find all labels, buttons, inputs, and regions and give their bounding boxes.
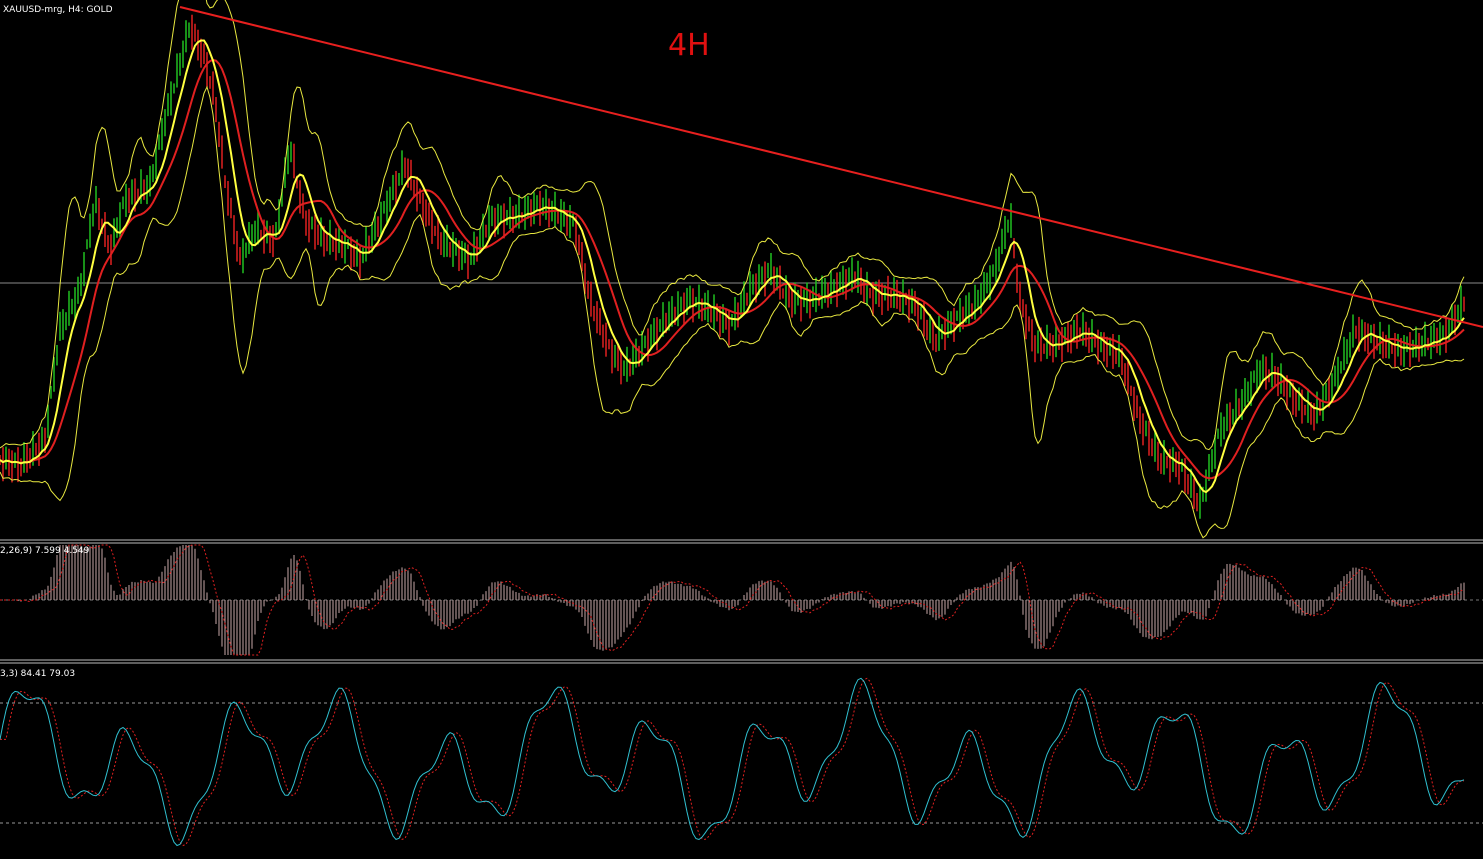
stoch-main: [0, 677, 1465, 847]
slow-ma: [0, 58, 1465, 480]
price-panel: [0, 0, 1483, 539]
lower-band: [0, 85, 1465, 539]
macd-panel: [0, 544, 1483, 656]
symbol-label: XAUUSD-mrg, H4: GOLD: [3, 5, 113, 15]
timeframe-annotation: 4H: [668, 28, 710, 63]
upper-band: [0, 0, 1465, 451]
stochastic-panel: [0, 677, 1483, 847]
fast-ma: [0, 39, 1465, 494]
stoch-signal: [0, 677, 1465, 847]
stochastic-label: 3,3) 84.41 79.03: [0, 669, 75, 679]
macd-label: 2,26,9) 7.599 4.549: [0, 546, 90, 556]
signal-line: [0, 544, 1465, 656]
trendline: [179, 6, 1483, 328]
